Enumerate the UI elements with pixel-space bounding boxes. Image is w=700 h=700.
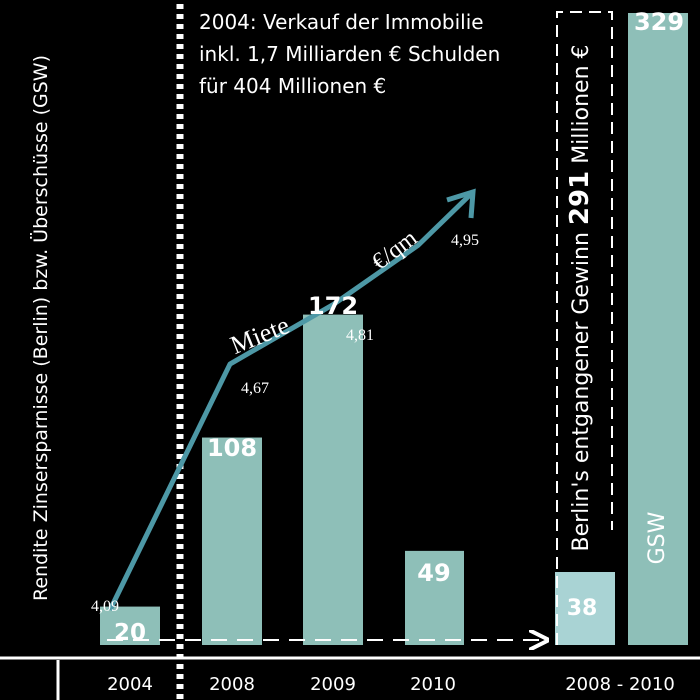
bar	[628, 13, 688, 645]
text-layer: 4,09 4,67 4,81 4,95 Miete €/qm 20 108 172 49 38 329…	[29, 8, 684, 695]
bar	[303, 314, 363, 645]
bar-value-label: 329	[634, 8, 684, 36]
bar-value-label: 172	[308, 292, 358, 320]
rent-value-label: 4,09	[91, 598, 119, 615]
lost-profit-suffix: Millionen €	[569, 44, 594, 170]
bar-value-label: 38	[567, 596, 598, 621]
rent-value-label: 4,81	[346, 327, 374, 344]
bar	[555, 572, 615, 645]
x-tick-label: 2009	[310, 674, 356, 695]
sale-annotation-line: inkl. 1,7 Milliarden € Schulden	[199, 42, 500, 66]
rent-arrow-head	[446, 188, 476, 219]
lost-profit-value: 291	[565, 171, 595, 225]
y-axis-label: Rendite Zinsersparnisse (Berlin) bzw. Üb…	[29, 55, 52, 601]
bar	[202, 437, 262, 645]
x-tick-label: 2010	[410, 674, 456, 695]
lost-profit-caption: Berlin's entgangener Gewinn 291 Millione…	[565, 44, 595, 551]
x-tick-label: 2004	[107, 674, 153, 695]
bars-layer	[100, 13, 688, 645]
rent-value-label: 4,95	[451, 232, 479, 249]
bar-value-label: 49	[417, 559, 450, 587]
rent-name-label: Miete	[226, 310, 293, 360]
bar	[100, 606, 160, 645]
rent-unit-label: €/qm	[367, 225, 422, 276]
overlay-layer	[0, 4, 700, 700]
x-tick-label: 2008	[209, 674, 255, 695]
lost-profit-prefix: Berlin's entgangener Gewinn	[569, 225, 594, 551]
rent-value-label: 4,67	[241, 380, 269, 397]
bar	[405, 550, 464, 645]
gsw-label: GSW	[645, 511, 670, 564]
bar-value-label: 108	[207, 434, 257, 462]
bar-value-label: 20	[114, 620, 146, 646]
sale-annotation-line: für 404 Millionen €	[199, 74, 386, 98]
rent-line	[107, 190, 475, 612]
x-tick-label: 2008 - 2010	[565, 674, 675, 695]
sale-annotation-line: 2004: Verkauf der Immobilie	[199, 10, 484, 34]
